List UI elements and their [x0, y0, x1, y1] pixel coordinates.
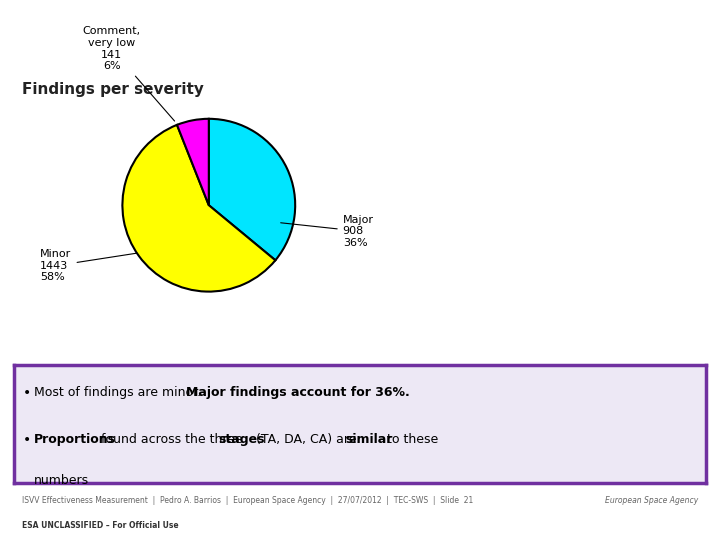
- Text: Proportions: Proportions: [34, 434, 116, 447]
- Wedge shape: [177, 119, 209, 205]
- Text: Most of findings are minor.: Most of findings are minor.: [34, 386, 207, 399]
- Text: European Space Agency: European Space Agency: [605, 496, 698, 505]
- Wedge shape: [122, 125, 275, 292]
- Text: numbers: numbers: [34, 474, 89, 487]
- Text: similar: similar: [346, 434, 393, 447]
- Text: found across the three: found across the three: [97, 434, 247, 447]
- Text: ESA UNCLASSIFIED – For Official Use: ESA UNCLASSIFIED – For Official Use: [22, 521, 179, 530]
- Text: esa: esa: [664, 24, 713, 49]
- Text: Comment,
very low
141
6%: Comment, very low 141 6%: [83, 26, 174, 121]
- Text: •: •: [23, 386, 31, 400]
- Text: stages: stages: [218, 434, 265, 447]
- Text: to these: to these: [383, 434, 438, 447]
- Text: Major
908
36%: Major 908 36%: [281, 214, 374, 248]
- Text: Major findings account for 36%.: Major findings account for 36%.: [186, 386, 410, 399]
- Wedge shape: [209, 119, 295, 260]
- Text: ISVV metrics collection & analysis  (7/10): ISVV metrics collection & analysis (7/10…: [22, 25, 539, 45]
- Text: Minor
1443
58%: Minor 1443 58%: [40, 249, 137, 282]
- Text: Findings per severity: Findings per severity: [22, 82, 204, 97]
- Text: •: •: [23, 434, 31, 448]
- Text: (TA, DA, CA) are: (TA, DA, CA) are: [252, 434, 361, 447]
- Text: ISVV Effectiveness Measurement  |  Pedro A. Barrios  |  European Space Agency  |: ISVV Effectiveness Measurement | Pedro A…: [22, 496, 473, 505]
